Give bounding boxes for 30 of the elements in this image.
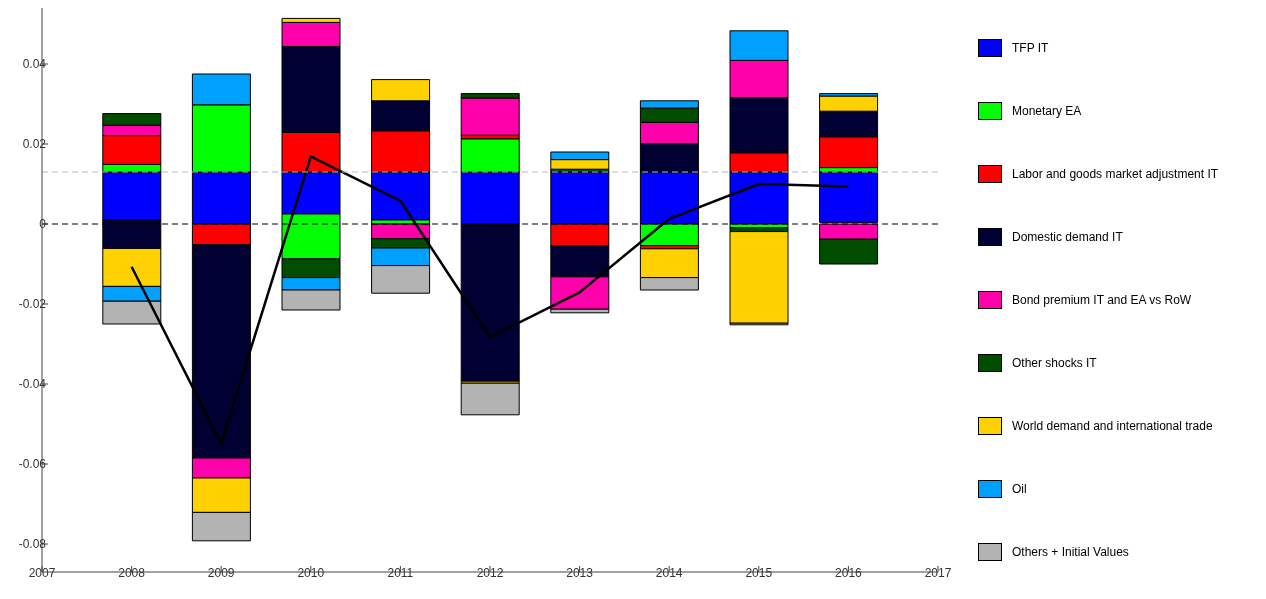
x-tick-label: 2015	[745, 565, 773, 580]
x-tick-label: 2008	[118, 565, 146, 580]
legend-label: Monetary EA	[1012, 103, 1082, 118]
x-tick-label: 2014	[655, 565, 683, 580]
x-tick-label: 2010	[297, 565, 325, 580]
legend-label: TFP IT	[1012, 40, 1049, 55]
bar	[729, 231, 789, 324]
legend-label: Others + Initial Values	[1012, 544, 1129, 559]
x-tick-label: 2012	[476, 565, 504, 580]
x-tick-label: 2017	[924, 565, 952, 580]
x-tick-label: 2011	[387, 565, 414, 580]
x-tick-label: 2016	[835, 565, 863, 580]
bar	[460, 382, 520, 416]
legend-label: Bond premium IT and EA vs RoW	[1012, 292, 1192, 307]
y-tick-label: -0.08	[18, 537, 47, 552]
legend-label: Oil	[1012, 481, 1027, 496]
y-tick-label: 0.02	[22, 137, 47, 152]
legend-label: Other shocks IT	[1012, 355, 1097, 370]
y-tick-label: -0.04	[18, 377, 47, 392]
y-tick-label: 0.04	[22, 57, 47, 72]
y-tick-label: -0.02	[18, 297, 47, 312]
x-tick-label: 2013	[566, 565, 594, 580]
x-tick-label: 2009	[207, 565, 235, 580]
bar	[460, 97, 520, 136]
y-tick-label: -0.06	[18, 457, 47, 472]
legend-label: Domestic demand IT	[1012, 229, 1123, 244]
x-tick-label: 2007	[28, 565, 56, 580]
legend-label: Labor and goods market adjustment IT	[1012, 166, 1219, 181]
y-tick-label: 0	[39, 217, 47, 232]
legend-label: World demand and international trade	[1012, 418, 1213, 433]
